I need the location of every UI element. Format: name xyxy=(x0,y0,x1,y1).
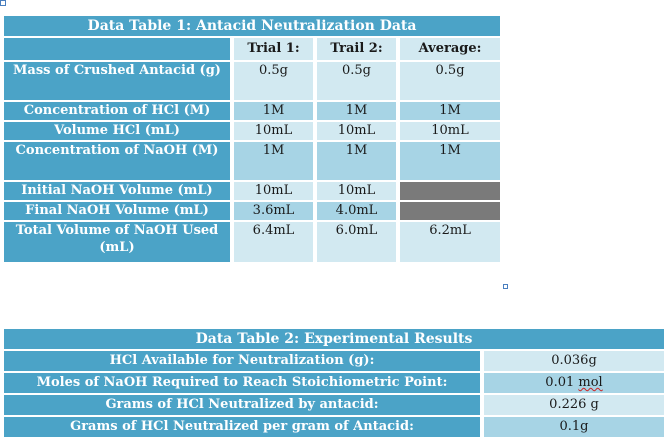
cell-grams-per-gram: 0.1g xyxy=(484,417,665,437)
table-resize-handle[interactable] xyxy=(503,284,508,289)
cell-final-naoh-trial2: 4.0mL xyxy=(317,202,396,220)
row-label-total-naoh: Total Volume of NaOH Used (mL) xyxy=(4,222,230,262)
table1-corner-cell xyxy=(4,38,230,60)
cell-initial-naoh-average-blank xyxy=(400,182,501,200)
table1-title: Data Table 1: Antacid Neutralization Dat… xyxy=(4,16,501,36)
cell-final-naoh-average-blank xyxy=(400,202,501,220)
row-label-hcl-available: HCl Available for Neutralization (g): xyxy=(4,351,480,371)
col-header-trial2: Trail 2: xyxy=(317,38,396,60)
col-header-trial1: Trial 1: xyxy=(234,38,313,60)
cell-hcl-volume-trial2: 10mL xyxy=(317,122,396,140)
row-label-hcl-volume: Volume HCl (mL) xyxy=(4,122,230,140)
cell-initial-naoh-trial1: 10mL xyxy=(234,182,313,200)
cell-total-naoh-trial1: 6.4mL xyxy=(234,222,313,262)
row-label-final-naoh: Final NaOH Volume (mL) xyxy=(4,202,230,220)
row-label-naoh-conc: Concentration of NaOH (M) xyxy=(4,142,230,180)
cell-initial-naoh-trial2: 10mL xyxy=(317,182,396,200)
cell-grams-neutralized: 0.226 g xyxy=(484,395,665,415)
cell-hcl-available: 0.036g xyxy=(484,351,665,371)
cell-naoh-conc-trial1: 1M xyxy=(234,142,313,180)
cell-naoh-conc-average: 1M xyxy=(400,142,501,180)
row-label-moles-naoh: Moles of NaOH Required to Reach Stoichio… xyxy=(4,373,480,393)
cell-naoh-conc-trial2: 1M xyxy=(317,142,396,180)
row-label-hcl-conc: Concentration of HCl (M) xyxy=(4,102,230,120)
cell-hcl-conc-average: 1M xyxy=(400,102,501,120)
cell-total-naoh-average: 6.2mL xyxy=(400,222,501,262)
cell-hcl-volume-average: 10mL xyxy=(400,122,501,140)
col-header-average: Average: xyxy=(400,38,501,60)
experimental-results-table: Data Table 2: Experimental Results HCl A… xyxy=(4,327,665,439)
row-label-initial-naoh: Initial NaOH Volume (mL) xyxy=(4,182,230,200)
cell-mass-average: 0.5g xyxy=(400,62,501,100)
row-label-mass: Mass of Crushed Antacid (g) xyxy=(4,62,230,100)
cell-hcl-conc-trial2: 1M xyxy=(317,102,396,120)
row-label-grams-per-gram: Grams of HCl Neutralized per gram of Ant… xyxy=(4,417,480,437)
moles-value: 0.01 xyxy=(545,375,575,390)
cell-hcl-conc-trial1: 1M xyxy=(234,102,313,120)
row-label-grams-neutralized: Grams of HCl Neutralized by antacid: xyxy=(4,395,480,415)
cell-mass-trial1: 0.5g xyxy=(234,62,313,100)
cell-total-naoh-trial2: 6.0mL xyxy=(317,222,396,262)
cell-moles-naoh: 0.01 mol xyxy=(484,373,665,393)
table2-title: Data Table 2: Experimental Results xyxy=(4,329,665,349)
cell-hcl-volume-trial1: 10mL xyxy=(234,122,313,140)
cell-final-naoh-trial1: 3.6mL xyxy=(234,202,313,220)
moles-unit: mol xyxy=(578,375,603,390)
cell-mass-trial2: 0.5g xyxy=(317,62,396,100)
antacid-neutralization-table: Data Table 1: Antacid Neutralization Dat… xyxy=(4,14,501,264)
table-move-handle[interactable] xyxy=(0,0,6,6)
